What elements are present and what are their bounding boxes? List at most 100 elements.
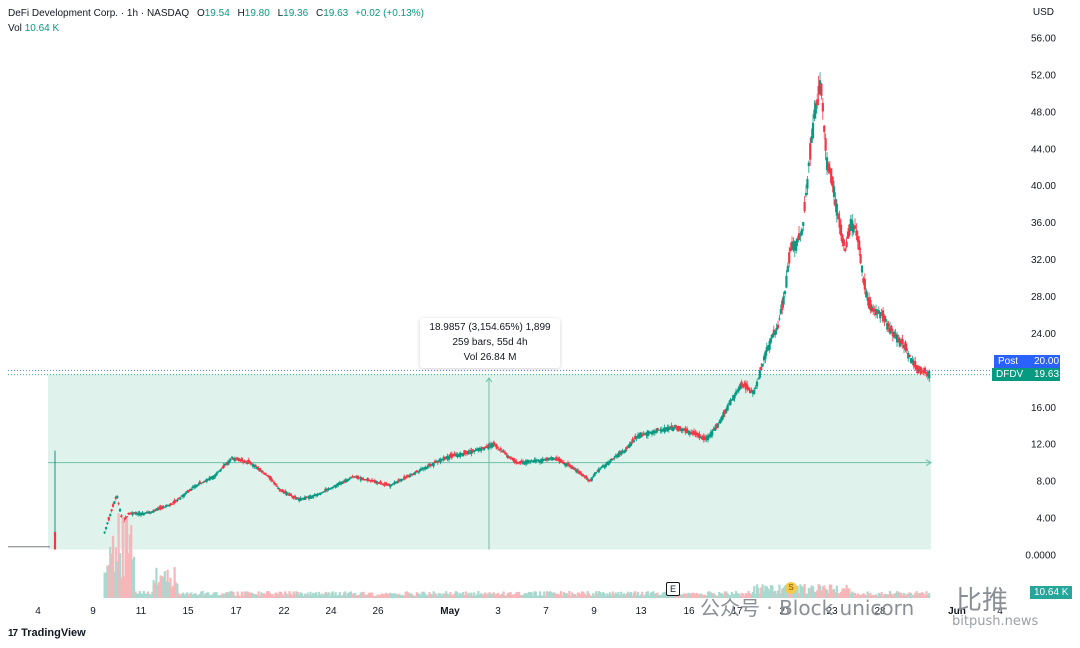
volume-bar [177, 593, 180, 598]
candle-body [158, 507, 161, 510]
volume-bar [223, 593, 227, 598]
volume-bar [442, 593, 445, 598]
candle-body [239, 459, 242, 461]
volume-bar [818, 585, 822, 598]
candle-body [426, 465, 430, 468]
volume-bar [656, 592, 659, 598]
volume-bar [256, 595, 259, 598]
candle-body [499, 448, 502, 451]
volume-bar [201, 591, 204, 598]
tradingview-brand[interactable]: 17 TradingView [8, 627, 86, 639]
candle-body [167, 505, 171, 507]
candle-body [176, 499, 179, 502]
candle-body [911, 359, 914, 364]
candle-body [320, 492, 323, 494]
volume-bar [494, 594, 497, 598]
volume-bar [727, 594, 731, 598]
candle-body [919, 367, 922, 375]
volume-bar [529, 592, 532, 598]
volume-value: 10.64 K [24, 23, 60, 34]
volume-bar [386, 593, 389, 598]
candle-body [295, 497, 298, 500]
volume-bar [489, 594, 493, 598]
open-label: O [196, 8, 205, 19]
volume-bar [121, 516, 124, 598]
candle-body [153, 510, 157, 512]
volume-bar [333, 595, 336, 598]
volume-bar [453, 593, 456, 598]
candle-body [758, 370, 761, 378]
candle-body [676, 427, 679, 431]
y-tick-label: 56.00 [1031, 34, 1056, 45]
x-tick-label: Jun [948, 606, 966, 617]
candle-body [852, 225, 855, 233]
candle-body [288, 493, 291, 496]
candle-body [263, 473, 266, 475]
candle-body [232, 457, 235, 460]
candle-body [764, 351, 767, 360]
volume-bar [816, 590, 819, 598]
candle-body [534, 459, 537, 463]
volume-bar [657, 595, 661, 598]
candle-body [422, 468, 425, 470]
candle-body [446, 455, 449, 460]
candle-body [657, 429, 661, 431]
volume-bar [127, 553, 130, 598]
candle-body [432, 462, 435, 467]
candle-body [223, 463, 227, 466]
volume-bar [268, 592, 271, 598]
candle-body [526, 460, 529, 464]
earnings-marker-icon[interactable]: E [666, 582, 680, 596]
candle-body [363, 479, 367, 481]
volume-bar [467, 592, 470, 598]
currency-label[interactable]: USD [1032, 7, 1054, 18]
volume-bar [341, 594, 344, 598]
candle-body [172, 502, 175, 504]
candle-body [331, 486, 334, 489]
candle-body [656, 428, 659, 431]
candle-body [296, 497, 299, 500]
volume-bar [524, 593, 528, 598]
volume-bar [162, 576, 165, 598]
volume-bar [505, 595, 508, 598]
ohlc-row: DeFi Development Corp. · 1h · NASDAQ O 19… [8, 6, 424, 21]
candle-body [816, 99, 819, 106]
volume-bar [271, 594, 274, 598]
volume-bar [466, 594, 469, 598]
candle-body [456, 454, 459, 458]
high-value: 19.80 [244, 8, 270, 19]
volume-bar [211, 594, 214, 598]
candle-body [814, 103, 817, 114]
volume-bar [914, 592, 917, 598]
volume-bar [338, 591, 341, 598]
split-marker-icon[interactable]: S [785, 582, 797, 594]
volume-bar [872, 594, 875, 598]
volume-bar [599, 591, 602, 598]
volume-bar [834, 592, 837, 598]
volume-label[interactable]: Vol [8, 23, 22, 34]
volume-bar [666, 594, 669, 598]
volume-bar [324, 591, 327, 598]
candle-body [746, 384, 749, 389]
volume-bar [915, 591, 918, 598]
candle-body [415, 470, 418, 473]
volume-bar [828, 584, 831, 598]
volume-bar [601, 592, 605, 598]
candle-body [228, 460, 231, 463]
candle-body [321, 491, 325, 493]
symbol-title[interactable]: DeFi Development Corp. · 1h · NASDAQ [8, 8, 190, 19]
volume-bar [688, 593, 691, 598]
volume-bar [474, 595, 477, 598]
candle-body [109, 513, 112, 517]
candle-body [390, 484, 393, 486]
candle-body [253, 464, 256, 467]
candle-body [856, 236, 859, 242]
volume-bar [615, 593, 619, 598]
candle-body [688, 431, 691, 435]
candle-body [188, 489, 192, 492]
volume-bar [447, 594, 451, 598]
volume-bar [853, 592, 857, 598]
volume-bar [715, 595, 718, 598]
volume-bar [611, 591, 614, 598]
